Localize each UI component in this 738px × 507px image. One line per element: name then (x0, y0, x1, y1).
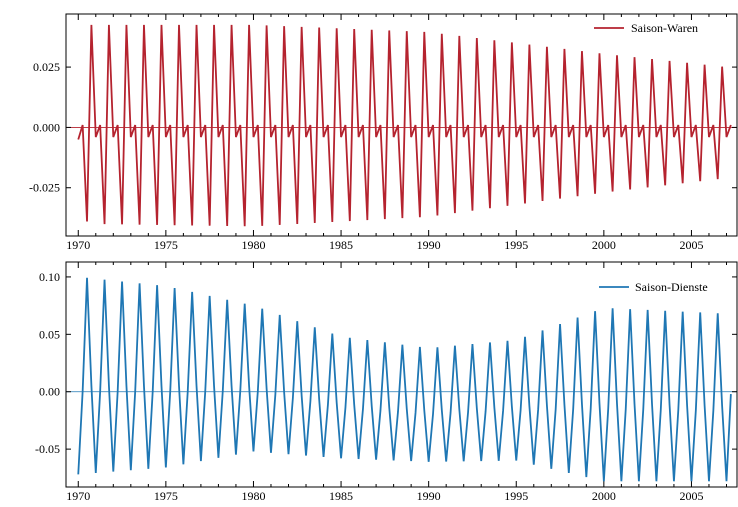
legend-label: Saison-Dienste (635, 280, 708, 294)
x-tick-label: 1975 (154, 238, 178, 252)
x-tick-label: 2000 (592, 489, 616, 502)
x-axis: 1970 1975 1980 1985 1990 1995 2000 2005 (66, 262, 727, 503)
y-tick-label: 0.000 (33, 120, 60, 134)
series-group (77, 277, 732, 482)
x-tick-label: 1985 (329, 489, 353, 502)
y-axis: 0.025 0.000 -0.025 (29, 60, 737, 195)
y-tick-label: 0.05 (39, 327, 60, 341)
x-tick-label: 1980 (241, 489, 265, 502)
x-tick-label: 2000 (592, 238, 616, 252)
x-tick-label: 1995 (504, 489, 528, 502)
plot-frame (65, 13, 738, 237)
x-tick-label: 2005 (679, 489, 703, 502)
x-tick-label: 1990 (417, 489, 441, 502)
y-tick-label: -0.05 (35, 442, 60, 456)
x-tick-label: 2005 (679, 238, 703, 252)
series-line-saison-waren (77, 24, 732, 227)
series-group (77, 24, 732, 227)
x-tick-label: 1990 (417, 238, 441, 252)
series-line-saison-dienste (77, 277, 732, 482)
chart-panel-saison-dienste: 0.100.050.00-0.05 1970 1975 1980 1985 1990 19… (35, 261, 738, 503)
x-tick-label: 1970 (66, 238, 90, 252)
chart-panel-saison-waren: 0.025 0.000 -0.025 1970 1975 1980 1985 1990 199… (29, 13, 738, 252)
y-tick-label: 0.025 (33, 60, 60, 74)
x-tick-label: 1975 (154, 489, 178, 502)
x-tick-label: 1980 (241, 238, 265, 252)
x-axis: 1970 1975 1980 1985 1990 1995 2000 2005 (66, 14, 727, 252)
y-tick-label: 0.10 (39, 270, 60, 284)
y-axis: 0.10 0.05 0.00 -0.05 (35, 270, 737, 456)
legend-label: Saison-Waren (631, 21, 698, 35)
x-tick-label: 1970 (66, 489, 90, 502)
legend: Saison-Dienste (599, 280, 708, 294)
y-tick-label: -0.025 (29, 181, 60, 195)
y-tick-label: 0.00 (39, 385, 60, 399)
x-tick-label: 1985 (329, 238, 353, 252)
x-tick-label: 1995 (504, 238, 528, 252)
plot-frame (65, 261, 738, 488)
legend: Saison-Waren (594, 21, 698, 35)
